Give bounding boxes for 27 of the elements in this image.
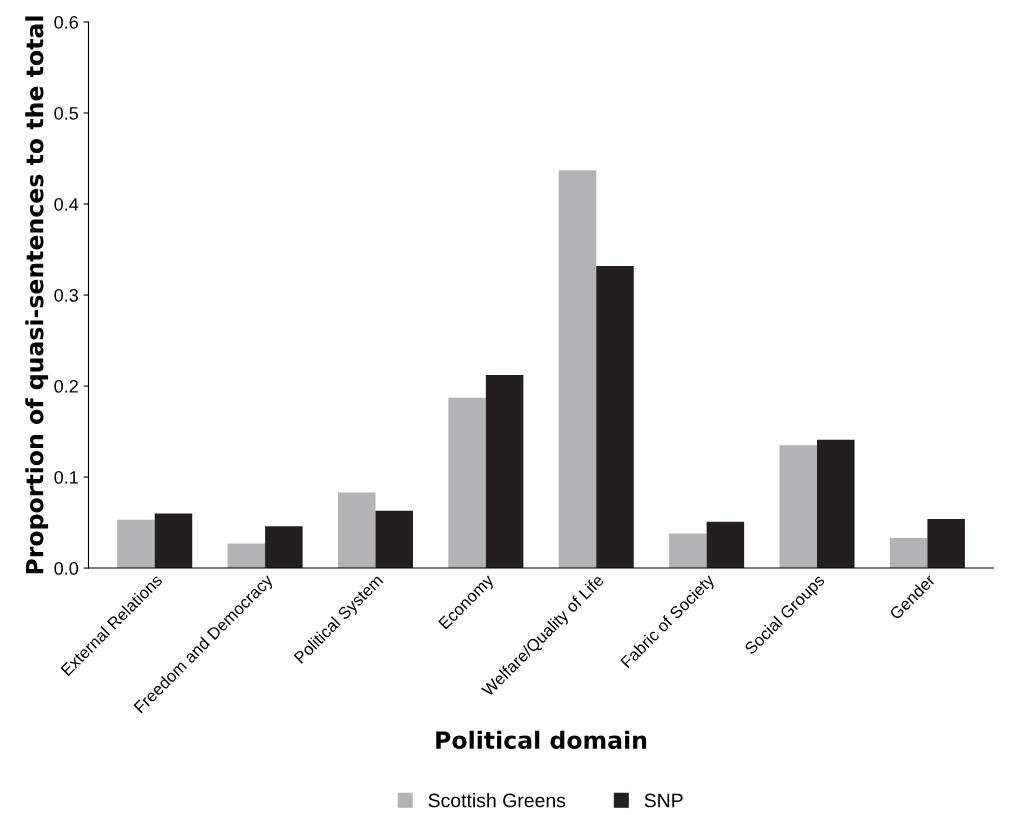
bar: [927, 518, 965, 569]
y-tick-label: 0.5: [54, 106, 78, 120]
bar: [337, 492, 376, 569]
legend-label: SNP: [644, 793, 683, 808]
bar: [265, 526, 303, 569]
bar: [669, 533, 707, 569]
bar: [779, 445, 817, 569]
legend-label: Scottish Greens: [428, 793, 566, 808]
bar: [889, 538, 928, 569]
bar: [448, 397, 486, 569]
y-tick-label: 0.1: [54, 470, 78, 484]
bar: [596, 265, 634, 569]
y-axis-title: Proportion of quasi-sentences to the total: [25, 16, 49, 574]
bar: [817, 439, 855, 569]
bar: [485, 375, 524, 569]
y-tick-label: 0.6: [54, 15, 78, 29]
y-tick-label: 0.2: [54, 379, 78, 393]
y-tick-label: 0.3: [54, 288, 78, 302]
bar: [117, 519, 155, 569]
bar: [227, 543, 266, 569]
y-tick-label: 0.0: [54, 561, 79, 575]
bar: [375, 510, 413, 569]
bar: [558, 170, 597, 569]
bar: [706, 521, 745, 569]
bar: [154, 513, 193, 569]
x-axis-title: Political domain: [436, 730, 647, 750]
y-tick-label: 0.4: [54, 197, 79, 211]
